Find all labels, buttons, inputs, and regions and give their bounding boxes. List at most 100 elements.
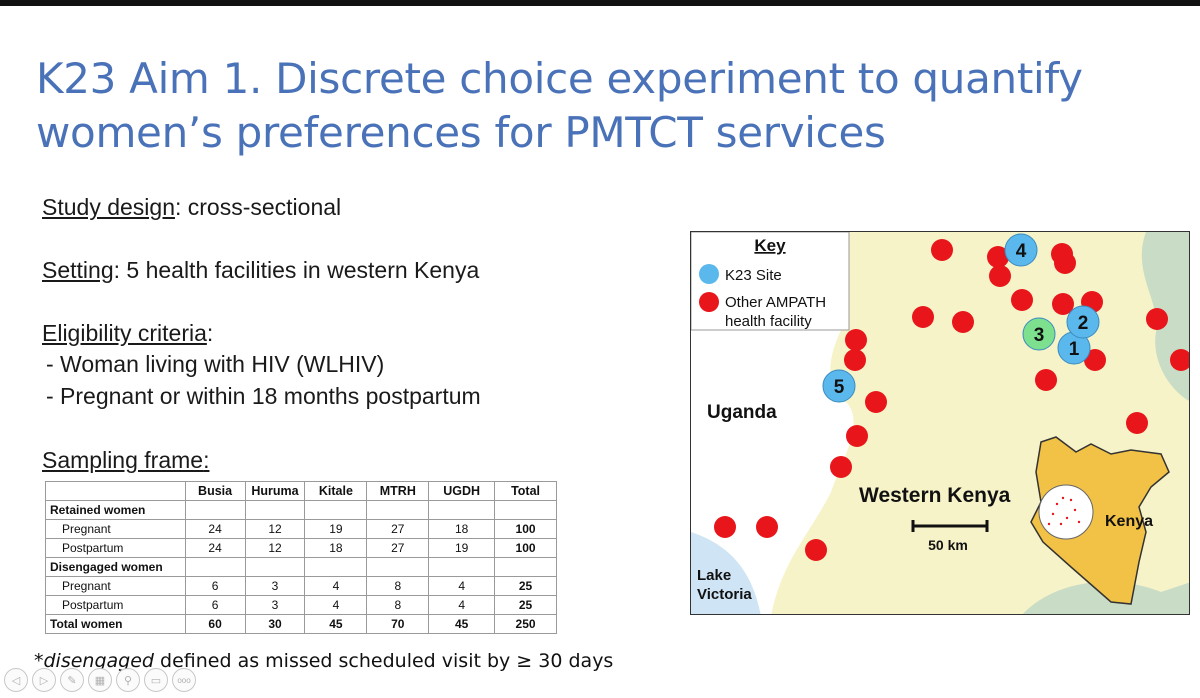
sampling-frame-suffix: : xyxy=(203,447,210,473)
table-row: Total women 60 30 45 70 45 250 xyxy=(45,614,557,634)
footnote-italic: disengaged xyxy=(43,650,154,672)
other-facility-marker xyxy=(1052,293,1074,315)
presentation-toolbar: ◁ ▷ ✎ ▦ ⚲ ▭ ooo xyxy=(4,668,196,694)
table-cell: 8 xyxy=(366,576,430,596)
table-header-blank xyxy=(45,481,186,501)
table-cell xyxy=(366,500,430,520)
k23-site-markers: 1 2 3 4 5 xyxy=(822,233,1100,403)
other-facility-marker xyxy=(1035,369,1057,391)
other-facility-marker xyxy=(912,306,934,328)
footnote: *disengaged defined as missed scheduled … xyxy=(34,650,613,672)
table-cell: 250 xyxy=(494,614,557,634)
eligibility-item-2: - Pregnant or within 18 months postpartu… xyxy=(46,383,481,409)
table-cell: 4 xyxy=(428,595,496,615)
table-cell: 4 xyxy=(304,595,368,615)
pen-icon[interactable]: ✎ xyxy=(60,668,84,692)
other-facility-marker xyxy=(1146,308,1168,330)
table-cell: 27 xyxy=(366,519,430,539)
table-row: Postpartum 24 12 18 27 19 100 xyxy=(45,538,557,558)
subtitle-icon[interactable]: ▭ xyxy=(144,668,168,692)
table-cell: 60 xyxy=(184,614,246,634)
table-row-label: Retained women xyxy=(45,500,186,520)
other-facility-marker xyxy=(952,311,974,333)
next-icon[interactable]: ▷ xyxy=(32,668,56,692)
key-k23-marker xyxy=(699,264,719,284)
table-cell: 100 xyxy=(494,519,557,539)
k23-site-number-4: 4 xyxy=(1016,241,1027,262)
kenya-inset-dots xyxy=(1047,496,1081,526)
table-cell: 4 xyxy=(304,576,368,596)
table-cell: 27 xyxy=(366,538,430,558)
western-kenya-map: Key K23 Site Other AMPATH health facilit… xyxy=(690,231,1190,615)
table-header-row: Busia Huruma Kitale MTRH UGDH Total xyxy=(45,481,557,501)
table-header-kitale: Kitale xyxy=(304,481,368,501)
table-cell: 12 xyxy=(244,519,306,539)
table-cell: 6 xyxy=(184,576,246,596)
table-row-label: Disengaged women xyxy=(45,557,186,577)
table-cell: 25 xyxy=(494,595,557,615)
table-cell: 18 xyxy=(304,538,368,558)
table-cell xyxy=(428,557,496,577)
lake-label-1: Lake xyxy=(697,567,731,584)
western-kenya-label: Western Kenya xyxy=(859,484,1011,507)
slides-icon[interactable]: ▦ xyxy=(88,668,112,692)
table-row-label: Total women xyxy=(45,614,186,634)
other-facility-marker xyxy=(844,349,866,371)
other-facility-marker xyxy=(845,329,867,351)
lake-label-2: Victoria xyxy=(697,586,752,603)
other-facility-marker xyxy=(931,239,953,261)
key-other-marker xyxy=(699,292,719,312)
kenya-inset-highlight xyxy=(1038,484,1094,540)
scale-label: 50 km xyxy=(928,537,968,553)
study-design-value: : cross-sectional xyxy=(174,194,342,220)
other-facility-marker xyxy=(805,539,827,561)
table-cell: 3 xyxy=(244,576,306,596)
table-cell xyxy=(494,500,557,520)
k23-site-marker-2 xyxy=(1066,305,1100,339)
k23-site-number-2: 2 xyxy=(1078,313,1089,334)
table-cell: 25 xyxy=(494,576,557,596)
prev-icon[interactable]: ◁ xyxy=(4,668,28,692)
other-facility-marker xyxy=(756,516,778,538)
table-cell: 24 xyxy=(184,538,246,558)
top-bar xyxy=(0,0,1200,6)
key-box xyxy=(691,232,850,331)
sampling-table-grid: Busia Huruma Kitale MTRH UGDH Total Retained … xyxy=(45,481,557,634)
table-cell: 100 xyxy=(494,538,557,558)
table-body: Retained women Pregnant 24 12 19 27 18 100 Postp… xyxy=(45,500,557,634)
slide-title: K23 Aim 1. Discrete choice experiment to… xyxy=(36,52,1156,160)
table-header-ugdh: UGDH xyxy=(428,481,496,501)
other-facility-marker xyxy=(714,516,736,538)
sampling-table: Busia Huruma Kitale MTRH UGDH Total Retained … xyxy=(45,481,557,634)
table-cell xyxy=(244,500,306,520)
zoom-icon[interactable]: ⚲ xyxy=(116,668,140,692)
key-other-label-1: Other AMPATH xyxy=(725,294,826,311)
k23-site-number-5: 5 xyxy=(834,377,845,398)
table-cell: 8 xyxy=(366,595,430,615)
other-facility-marker xyxy=(846,425,868,447)
k23-site-number-1: 1 xyxy=(1069,339,1080,360)
table-header-mtrh: MTRH xyxy=(366,481,430,501)
table-row: Disengaged women xyxy=(45,557,557,577)
table-header-huruma: Huruma xyxy=(244,481,306,501)
table-row: Retained women xyxy=(45,500,557,520)
table-cell: 30 xyxy=(244,614,306,634)
table-cell: 45 xyxy=(304,614,368,634)
table-cell: 19 xyxy=(428,538,496,558)
slide-title-line-2: women’s preferences for PMTCT services xyxy=(36,108,886,157)
eligibility-item-1: - Woman living with HIV (WLHIV) xyxy=(46,351,385,377)
study-design-line: Study design: cross-sectional xyxy=(42,194,341,221)
more-icon[interactable]: ooo xyxy=(172,668,196,692)
footnote-rest: defined as missed scheduled visit by ≥ 3… xyxy=(153,650,614,672)
table-cell: 18 xyxy=(428,519,496,539)
table-row: Postpartum 6 3 4 8 4 25 xyxy=(45,595,557,615)
eligibility-suffix: : xyxy=(206,320,214,346)
table-cell xyxy=(184,500,246,520)
table-cell xyxy=(184,557,246,577)
table-cell xyxy=(244,557,306,577)
table-row-label: Pregnant xyxy=(45,519,186,539)
sampling-frame-label: Sampling frame xyxy=(42,447,204,473)
slide-title-line-1: K23 Aim 1. Discrete choice experiment to… xyxy=(36,54,1083,103)
table-row: Pregnant 24 12 19 27 18 100 xyxy=(45,519,557,539)
table-row-label: Postpartum xyxy=(45,538,186,558)
